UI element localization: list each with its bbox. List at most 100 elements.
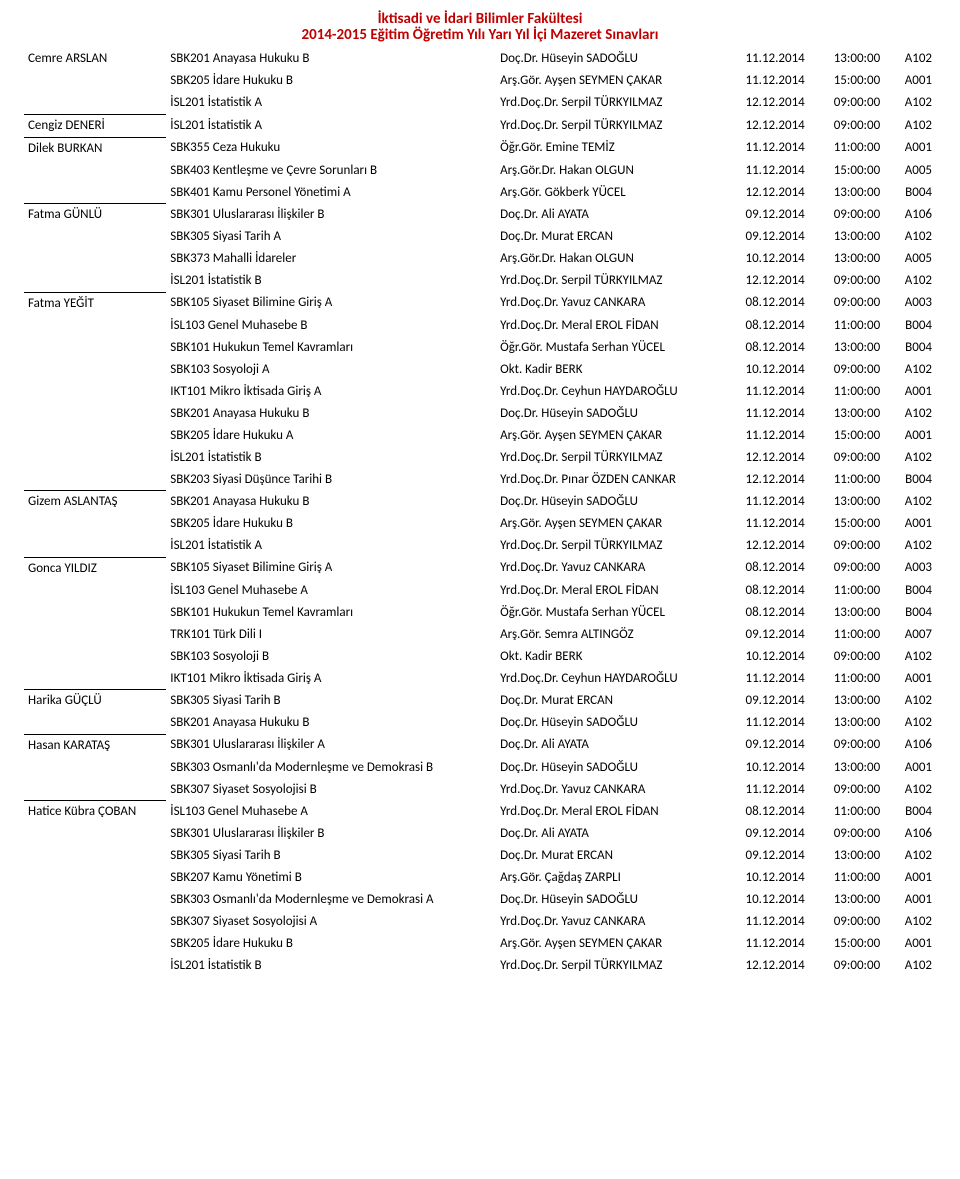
- date-cell: 08.12.2014: [716, 580, 809, 602]
- room-cell: A001: [884, 933, 936, 955]
- instructor-cell: Arş.Gör.Dr. Hakan OLGUN: [496, 160, 716, 182]
- table-row: SBK207 Kamu Yönetimi BArş.Gör. Çağdaş ZA…: [24, 867, 936, 889]
- time-cell: 13:00:00: [809, 337, 884, 359]
- date-cell: 09.12.2014: [716, 624, 809, 646]
- instructor-cell: Yrd.Doç.Dr. Yavuz CANKARA: [496, 557, 716, 580]
- student-name-cell: [24, 92, 166, 114]
- course-cell: SBK205 İdare Hukuku A: [166, 425, 496, 447]
- room-cell: A102: [884, 690, 936, 713]
- time-cell: 09:00:00: [809, 114, 884, 137]
- student-name-cell: [24, 160, 166, 182]
- instructor-cell: Arş.Gör. Gökberk YÜCEL: [496, 182, 716, 204]
- student-name-cell: [24, 646, 166, 668]
- course-cell: SBK305 Siyasi Tarih B: [166, 845, 496, 867]
- table-row: IKT101 Mikro İktisada Giriş AYrd.Doç.Dr.…: [24, 381, 936, 403]
- instructor-cell: Yrd.Doç.Dr. Ceyhun HAYDAROĞLU: [496, 381, 716, 403]
- student-name-cell: [24, 911, 166, 933]
- date-cell: 11.12.2014: [716, 911, 809, 933]
- date-cell: 12.12.2014: [716, 182, 809, 204]
- time-cell: 09:00:00: [809, 779, 884, 801]
- date-cell: 11.12.2014: [716, 70, 809, 92]
- date-cell: 12.12.2014: [716, 114, 809, 137]
- student-name-cell: [24, 182, 166, 204]
- room-cell: A102: [884, 92, 936, 114]
- room-cell: B004: [884, 580, 936, 602]
- instructor-cell: Arş.Gör. Ayşen SEYMEN ÇAKAR: [496, 425, 716, 447]
- course-cell: SBK307 Siyaset Sosyolojisi B: [166, 779, 496, 801]
- instructor-cell: Yrd.Doç.Dr. Meral EROL FİDAN: [496, 801, 716, 824]
- time-cell: 13:00:00: [809, 182, 884, 204]
- date-cell: 12.12.2014: [716, 535, 809, 557]
- instructor-cell: Doç.Dr. Hüseyin SADOĞLU: [496, 757, 716, 779]
- instructor-cell: Yrd.Doç.Dr. Yavuz CANKARA: [496, 779, 716, 801]
- date-cell: 08.12.2014: [716, 602, 809, 624]
- time-cell: 09:00:00: [809, 292, 884, 315]
- instructor-cell: Yrd.Doç.Dr. Serpil TÜRKYILMAZ: [496, 270, 716, 292]
- course-cell: İSL201 İstatistik B: [166, 955, 496, 977]
- room-cell: B004: [884, 337, 936, 359]
- student-name-cell: [24, 757, 166, 779]
- course-cell: IKT101 Mikro İktisada Giriş A: [166, 381, 496, 403]
- table-row: SBK373 Mahalli İdarelerArş.Gör.Dr. Hakan…: [24, 248, 936, 270]
- table-row: SBK103 Sosyoloji BOkt. Kadir BERK10.12.2…: [24, 646, 936, 668]
- date-cell: 08.12.2014: [716, 337, 809, 359]
- table-row: Cemre ARSLANSBK201 Anayasa Hukuku BDoç.D…: [24, 48, 936, 70]
- student-name-cell: [24, 248, 166, 270]
- instructor-cell: Arş.Gör. Ayşen SEYMEN ÇAKAR: [496, 513, 716, 535]
- student-name-cell: [24, 712, 166, 734]
- course-cell: SBK203 Siyasi Düşünce Tarihi B: [166, 469, 496, 491]
- date-cell: 09.12.2014: [716, 204, 809, 227]
- table-row: SBK303 Osmanlı'da Modernleşme ve Demokra…: [24, 889, 936, 911]
- schedule-table: Cemre ARSLANSBK201 Anayasa Hukuku BDoç.D…: [24, 48, 936, 977]
- time-cell: 13:00:00: [809, 226, 884, 248]
- table-row: SBK203 Siyasi Düşünce Tarihi BYrd.Doç.Dr…: [24, 469, 936, 491]
- student-name-cell: [24, 955, 166, 977]
- room-cell: A001: [884, 70, 936, 92]
- room-cell: A001: [884, 513, 936, 535]
- course-cell: İSL201 İstatistik B: [166, 270, 496, 292]
- room-cell: A102: [884, 955, 936, 977]
- room-cell: B004: [884, 182, 936, 204]
- time-cell: 13:00:00: [809, 248, 884, 270]
- room-cell: A001: [884, 425, 936, 447]
- course-cell: SBK105 Siyaset Bilimine Giriş A: [166, 557, 496, 580]
- table-row: SBK205 İdare Hukuku BArş.Gör. Ayşen SEYM…: [24, 70, 936, 92]
- time-cell: 09:00:00: [809, 646, 884, 668]
- date-cell: 08.12.2014: [716, 557, 809, 580]
- instructor-cell: Yrd.Doç.Dr. Pınar ÖZDEN CANKAR: [496, 469, 716, 491]
- student-name-cell: Hasan KARATAŞ: [24, 734, 166, 757]
- student-name-cell: [24, 315, 166, 337]
- time-cell: 15:00:00: [809, 933, 884, 955]
- course-cell: SBK205 İdare Hukuku B: [166, 70, 496, 92]
- instructor-cell: Doç.Dr. Ali AYATA: [496, 734, 716, 757]
- room-cell: A102: [884, 270, 936, 292]
- instructor-cell: Öğr.Gör. Mustafa Serhan YÜCEL: [496, 602, 716, 624]
- time-cell: 15:00:00: [809, 513, 884, 535]
- table-row: TRK101 Türk Dili IArş.Gör. Semra ALTINGÖ…: [24, 624, 936, 646]
- instructor-cell: Doç.Dr. Ali AYATA: [496, 823, 716, 845]
- instructor-cell: Doç.Dr. Hüseyin SADOĞLU: [496, 403, 716, 425]
- course-cell: SBK207 Kamu Yönetimi B: [166, 867, 496, 889]
- instructor-cell: Öğr.Gör. Mustafa Serhan YÜCEL: [496, 337, 716, 359]
- date-cell: 11.12.2014: [716, 491, 809, 514]
- table-row: Hasan KARATAŞSBK301 Uluslararası İlişkil…: [24, 734, 936, 757]
- time-cell: 11:00:00: [809, 801, 884, 824]
- course-cell: İSL201 İstatistik A: [166, 535, 496, 557]
- room-cell: B004: [884, 315, 936, 337]
- table-row: SBK301 Uluslararası İlişkiler BDoç.Dr. A…: [24, 823, 936, 845]
- time-cell: 09:00:00: [809, 204, 884, 227]
- date-cell: 11.12.2014: [716, 160, 809, 182]
- course-cell: İSL103 Genel Muhasebe B: [166, 315, 496, 337]
- time-cell: 13:00:00: [809, 403, 884, 425]
- room-cell: A003: [884, 557, 936, 580]
- room-cell: A102: [884, 48, 936, 70]
- instructor-cell: Arş.Gör. Ayşen SEYMEN ÇAKAR: [496, 933, 716, 955]
- time-cell: 13:00:00: [809, 491, 884, 514]
- room-cell: A106: [884, 204, 936, 227]
- table-row: İSL201 İstatistik BYrd.Doç.Dr. Serpil TÜ…: [24, 447, 936, 469]
- room-cell: A102: [884, 646, 936, 668]
- course-cell: SBK201 Anayasa Hukuku B: [166, 491, 496, 514]
- room-cell: A001: [884, 668, 936, 690]
- course-cell: SBK103 Sosyoloji B: [166, 646, 496, 668]
- table-row: İSL201 İstatistik AYrd.Doç.Dr. Serpil TÜ…: [24, 535, 936, 557]
